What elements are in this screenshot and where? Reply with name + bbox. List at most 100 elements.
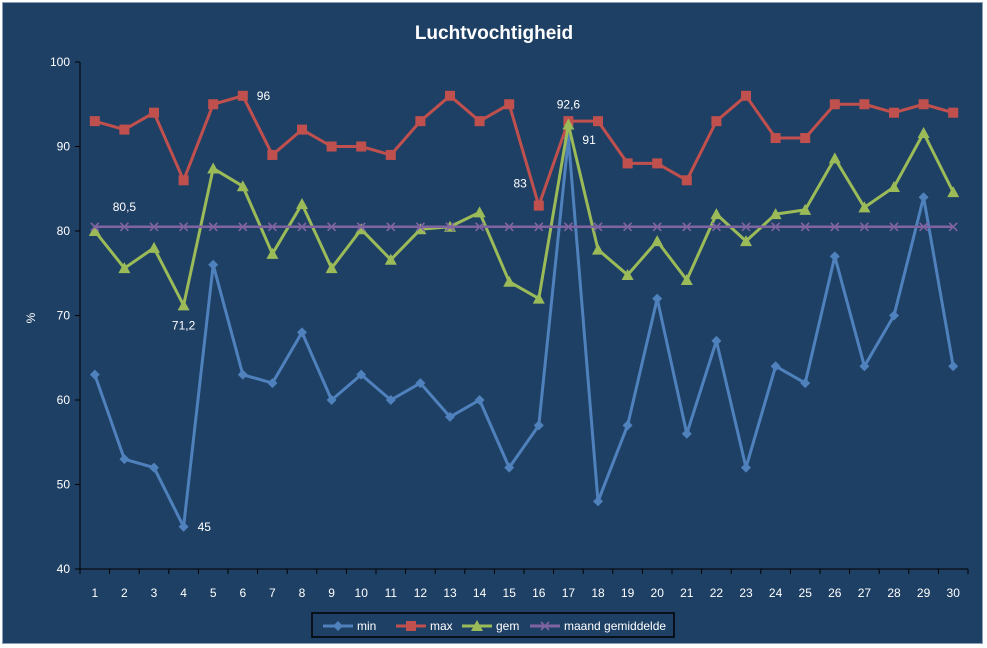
legend-marker (540, 621, 550, 631)
data-point-gem (532, 292, 545, 304)
data-point-maand-gemiddelde (889, 222, 899, 232)
data-label: 83 (513, 177, 527, 191)
data-point-min (89, 369, 100, 380)
data-point-min (237, 369, 248, 380)
data-point-maand-gemiddelde (208, 222, 218, 232)
x-tick-label: 22 (710, 586, 724, 600)
series-lines (88, 90, 960, 532)
legend-box (311, 612, 675, 638)
x-tick-label: 16 (532, 586, 546, 600)
data-point-gem (207, 162, 220, 174)
data-point-max (829, 99, 840, 110)
data-point-gem (710, 208, 723, 220)
x-tick-label: 5 (210, 586, 217, 600)
legend-marker (471, 620, 483, 631)
data-point-max (741, 90, 751, 101)
series-max (89, 90, 959, 211)
data-point-min (356, 369, 367, 380)
data-point-max (533, 200, 544, 211)
data-point-gem (414, 223, 427, 235)
legend-label: min (357, 619, 376, 633)
data-point-gem (680, 274, 693, 286)
data-point-max (149, 107, 159, 118)
data-point-max (297, 124, 307, 135)
data-point-min (800, 378, 811, 389)
data-point-min (474, 395, 485, 405)
data-point-min (948, 361, 959, 372)
data-point-gem (621, 268, 634, 280)
legend-label: gem (496, 619, 519, 633)
data-point-max (385, 149, 396, 160)
data-point-maand-gemiddelde (415, 222, 425, 232)
data-point-min (681, 428, 692, 439)
data-point-gem (917, 126, 930, 138)
data-point-min (533, 420, 544, 431)
data-point-maand-gemiddelde (149, 222, 159, 232)
data-point-gem (148, 241, 160, 253)
legend-label: max (430, 619, 453, 633)
data-label: 96 (257, 89, 271, 103)
chart-title: Luchtvochtigheid (415, 23, 573, 44)
data-point-max (504, 99, 515, 110)
data-point-max (178, 175, 189, 186)
data-point-max (267, 149, 278, 160)
x-tick-label: 26 (828, 586, 842, 600)
data-point-max (237, 90, 248, 101)
data-point-maand-gemiddelde (859, 222, 869, 232)
data-point-min (178, 521, 189, 532)
data-point-gem (266, 247, 279, 259)
series-maand-gemiddelde (90, 222, 958, 232)
x-tick-label: 13 (443, 586, 457, 600)
data-point-max (474, 116, 485, 127)
x-tick-label: 27 (858, 586, 872, 600)
data-point-gem (118, 262, 131, 274)
legend-label: maand gemiddelde (564, 619, 666, 633)
legend-marker (333, 621, 343, 631)
data-point-gem (384, 253, 397, 265)
legend-marker (406, 621, 416, 631)
data-point-gem (562, 118, 575, 130)
data-point-min (385, 395, 396, 405)
data-point-min (652, 293, 663, 304)
x-tick-label: 21 (680, 586, 694, 600)
data-point-gem (740, 235, 752, 247)
data-point-gem (888, 181, 900, 193)
data-point-gem (177, 299, 190, 311)
data-point-maand-gemiddelde (179, 222, 189, 232)
data-point-min (149, 462, 159, 473)
data-point-min (711, 335, 722, 346)
data-point-max (711, 116, 722, 127)
data-point-maand-gemiddelde (297, 222, 307, 232)
data-point-max (119, 124, 130, 135)
data-point-maand-gemiddelde (327, 222, 337, 232)
data-point-maand-gemiddelde (445, 222, 455, 232)
x-tick-label: 15 (503, 586, 517, 600)
x-tick-label: 6 (239, 586, 246, 600)
data-point-max (445, 90, 455, 101)
legend-item-max: max (396, 619, 453, 633)
y-tick-label: 100 (50, 55, 70, 69)
data-point-maand-gemiddelde (593, 222, 603, 232)
data-point-maand-gemiddelde (267, 222, 277, 232)
data-point-min (415, 378, 426, 389)
data-point-maand-gemiddelde (830, 222, 840, 232)
data-point-min (297, 327, 307, 338)
data-point-gem (355, 223, 368, 235)
data-point-maand-gemiddelde (771, 222, 781, 232)
y-tick-label: 60 (57, 393, 71, 407)
data-point-max (415, 116, 426, 127)
data-point-gem (236, 180, 249, 192)
data-point-gem (503, 275, 516, 287)
data-point-min (504, 462, 515, 473)
data-point-min (622, 420, 633, 431)
data-point-max (89, 116, 100, 127)
data-point-max (208, 99, 219, 110)
data-point-maand-gemiddelde (90, 222, 100, 232)
x-tick-label: 25 (799, 586, 813, 600)
data-label: 71,2 (172, 318, 196, 332)
y-tick-label: 70 (57, 309, 71, 323)
data-point-min (208, 259, 219, 270)
data-point-maand-gemiddelde (623, 222, 633, 232)
